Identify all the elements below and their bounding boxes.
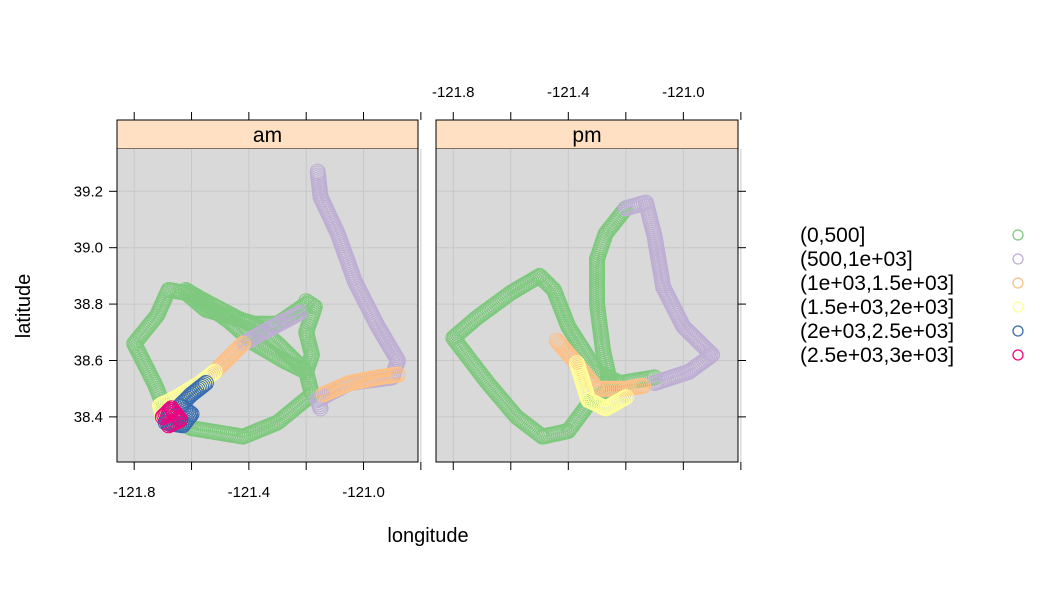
data-point bbox=[612, 392, 629, 408]
x-axis-title: longitude bbox=[387, 525, 468, 547]
panels-layer: am -121.8 -121.4 -121.0 38.4 38.6 38.8 39.0 39.2… bbox=[74, 84, 746, 501]
data-point bbox=[154, 408, 171, 425]
x-tick-label: -121.8 bbox=[113, 484, 156, 501]
x-tick-label: -121.4 bbox=[228, 484, 271, 501]
x-tick-label: -121.0 bbox=[342, 484, 385, 501]
data-point bbox=[301, 295, 318, 312]
legend-label: (2.5e+03,3e+03] bbox=[800, 344, 954, 367]
legend-symbol bbox=[1012, 301, 1024, 313]
data-point bbox=[450, 336, 467, 353]
data-point bbox=[298, 293, 315, 310]
data-point bbox=[516, 415, 533, 432]
x-tick-label: -121.0 bbox=[662, 84, 705, 101]
legend-label: (2e+03,2.5e+03] bbox=[800, 320, 954, 343]
data-point bbox=[596, 399, 612, 416]
data-point bbox=[160, 403, 177, 420]
data-point bbox=[303, 296, 320, 313]
x-tick-label: -121.8 bbox=[432, 84, 475, 101]
data-point bbox=[541, 277, 558, 294]
x-tick-label: -121.4 bbox=[547, 84, 590, 101]
points-pm bbox=[445, 194, 721, 445]
strip-am bbox=[116, 119, 419, 150]
legend-symbol bbox=[1012, 277, 1024, 289]
data-point bbox=[646, 375, 663, 391]
y-axis-title: latitude bbox=[13, 274, 35, 339]
data-point bbox=[159, 404, 176, 421]
data-point bbox=[616, 390, 633, 407]
legend-label: (1.5e+03,2e+03] bbox=[800, 296, 954, 319]
strip-label-pm: pm bbox=[572, 124, 601, 147]
data-point bbox=[156, 407, 173, 424]
y-tick-label: 38.8 bbox=[74, 296, 103, 313]
legend-symbol bbox=[1012, 325, 1024, 337]
data-point bbox=[165, 403, 182, 420]
data-point bbox=[635, 377, 652, 394]
data-point bbox=[168, 406, 185, 423]
legend-symbol bbox=[1012, 253, 1024, 265]
panel-border-pm bbox=[435, 119, 739, 463]
y-tick-label: 38.4 bbox=[74, 409, 103, 426]
strip-label-am: am bbox=[253, 124, 282, 147]
legend-label: (500,1e+03] bbox=[800, 248, 913, 271]
y-tick-label: 39.0 bbox=[74, 240, 103, 257]
legend-symbol bbox=[1012, 229, 1024, 241]
data-point bbox=[157, 406, 174, 423]
y-tick-label: 39.2 bbox=[74, 183, 103, 200]
data-point bbox=[617, 389, 634, 406]
legend-symbol bbox=[1012, 349, 1024, 361]
legend: (0,500](500,1e+03](1e+03,1.5e+03](1.5e+0… bbox=[800, 224, 1024, 367]
points-am bbox=[126, 163, 406, 445]
data-point bbox=[180, 403, 197, 420]
panel-am: am -121.8 -121.4 -121.0 38.4 38.6 38.8 39.0 39.2 bbox=[74, 112, 422, 501]
legend-label: (0,500] bbox=[800, 224, 865, 247]
data-point bbox=[526, 270, 543, 287]
panel-pm: pm -121.8 -121.4 -121.0 bbox=[432, 84, 746, 470]
y-tick-label: 38.6 bbox=[74, 352, 103, 369]
legend-label: (1e+03,1.5e+03] bbox=[800, 272, 954, 295]
data-point bbox=[566, 414, 583, 431]
panel-border-am bbox=[116, 119, 419, 463]
data-point bbox=[389, 366, 406, 383]
data-point bbox=[614, 391, 631, 407]
data-point bbox=[167, 405, 184, 422]
